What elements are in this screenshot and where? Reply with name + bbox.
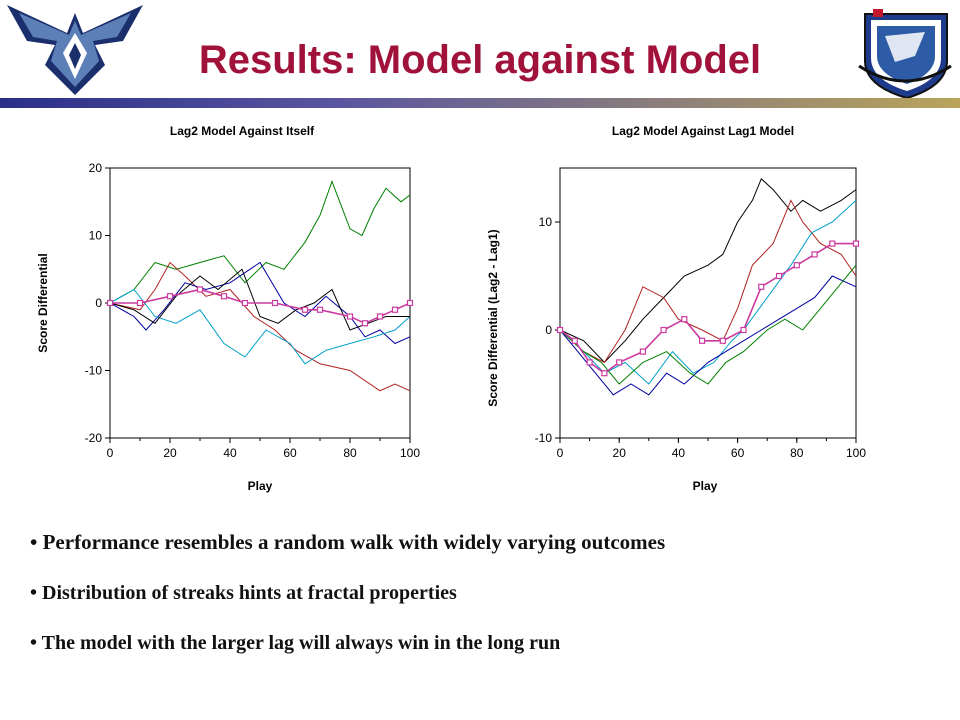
series-line-4 [109, 268, 410, 331]
bullet-text: The model with the larger lag will alway… [41, 632, 561, 654]
bullet-item: • The model with the larger lag will alw… [30, 632, 561, 654]
bullet-list: • Performance resembles a random walk wi… [30, 530, 930, 654]
y-tick-label: -10 [535, 431, 553, 445]
x-tick-label: 100 [400, 446, 420, 460]
y-tick-label: 10 [539, 215, 553, 229]
series-marker [556, 326, 564, 334]
y-tick-label: 10 [89, 229, 103, 243]
series-line-2 [109, 261, 411, 345]
series-marker [586, 359, 593, 366]
series-marker [681, 316, 688, 323]
series-line-5 [559, 242, 856, 375]
series-line-5 [110, 288, 411, 325]
series-marker [616, 359, 623, 366]
series-marker [361, 320, 369, 327]
series-marker [406, 299, 414, 307]
chart-title: Lag2 Model Against Lag1 Model [612, 124, 794, 138]
series-group [106, 180, 414, 392]
series-line-1 [559, 199, 857, 364]
bullet-text: Performance resembles a random walk with… [42, 530, 666, 554]
series-line-4 [559, 264, 857, 385]
x-tick-label: 0 [107, 446, 114, 460]
bullet-item: • Performance resembles a random walk wi… [30, 530, 666, 554]
series-marker [758, 283, 765, 290]
bullet-text: Distribution of streaks hints at fractal… [42, 582, 457, 604]
header-divider [0, 98, 960, 108]
x-tick-label: 20 [613, 446, 627, 460]
series-marker [719, 337, 726, 344]
x-axis-label: Play [693, 479, 718, 493]
series-line-3 [109, 288, 411, 365]
page-title: Results: Model against Model [198, 38, 762, 82]
plot-frame [559, 167, 857, 439]
bullet-item: • Distribution of streaks hints at fract… [30, 582, 457, 604]
shield-icon [858, 9, 952, 100]
y-axis-label: Score Differential (Lag2 - Lag1) [486, 229, 500, 406]
series-marker [301, 306, 309, 313]
y-tick-label: 0 [545, 323, 552, 337]
series-marker [775, 272, 783, 280]
x-tick-label: 60 [731, 446, 745, 460]
x-tick-label: 40 [223, 446, 237, 460]
series-marker [220, 293, 228, 300]
series-marker [811, 251, 818, 258]
series-marker [316, 306, 324, 313]
series-group [556, 177, 860, 396]
series-marker [740, 326, 747, 334]
x-tick-label: 60 [283, 446, 297, 460]
x-ticks: 0 20 40 60 80 100 [557, 438, 866, 460]
chart-title: Lag2 Model Against Itself [170, 124, 315, 138]
series-marker [106, 299, 114, 307]
series-marker [241, 299, 249, 307]
series-marker [571, 337, 578, 344]
series-line-1 [109, 261, 411, 392]
series-marker [698, 337, 706, 344]
x-ticks: 0 20 40 60 80 100 [107, 438, 420, 460]
series-marker [639, 348, 646, 355]
series-marker [829, 240, 836, 247]
series-line-0 [559, 177, 857, 364]
series-marker [346, 313, 354, 320]
series-line-2 [559, 200, 857, 385]
series-line-3 [559, 275, 857, 396]
series-marker [391, 306, 399, 313]
series-marker [793, 262, 800, 269]
y-tick-label: 20 [89, 161, 103, 175]
x-tick-label: 100 [846, 446, 866, 460]
y-tick-label: -20 [85, 431, 103, 445]
x-tick-label: 40 [672, 446, 686, 460]
x-tick-label: 20 [163, 446, 177, 460]
series-marker [166, 293, 174, 300]
chart-lag2-vs-lag1: Lag2 Model Against Lag1 Model 100-10 0 20… [486, 124, 866, 493]
air-force-wings-logo [5, 3, 145, 98]
series-marker [601, 370, 608, 377]
y-axis-label: Score Differential [36, 253, 50, 352]
afosr-shield-logo [855, 6, 955, 101]
wings-icon [7, 5, 143, 95]
y-ticks: 20 10 0 -10 -20 [85, 161, 110, 445]
series-marker [660, 326, 667, 334]
y-tick-label: -10 [85, 364, 103, 378]
x-axis-label: Play [248, 479, 273, 493]
series-marker [376, 313, 384, 320]
y-ticks: 10 0 -10 [535, 215, 560, 445]
x-tick-label: 80 [790, 446, 804, 460]
x-tick-label: 0 [557, 446, 564, 460]
series-marker [196, 286, 204, 293]
y-tick-label: 0 [95, 296, 102, 310]
series-marker [852, 240, 860, 247]
x-tick-label: 80 [343, 446, 357, 460]
series-marker [136, 299, 144, 307]
series-line-0 [109, 180, 411, 304]
series-marker [271, 299, 279, 307]
